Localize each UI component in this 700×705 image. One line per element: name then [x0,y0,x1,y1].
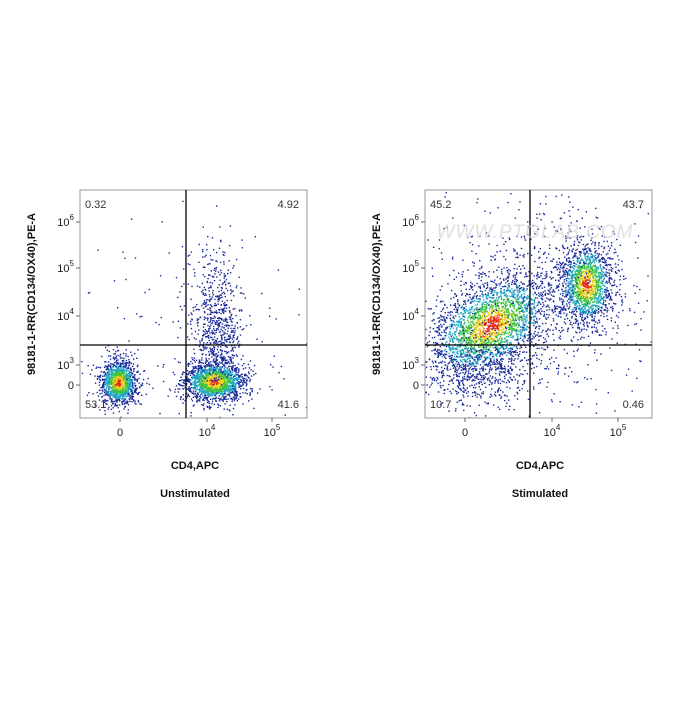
tick-base: 10 [57,263,69,275]
y-axis-label: 98181-1-RR(CD134/OX40),PE-A [371,213,383,375]
tick-base: 10 [610,427,622,439]
tick-exponent: 5 [70,259,75,268]
y-tick-label: 103 [57,356,74,372]
y-tick-label: 0 [68,380,74,392]
tick-base: 10 [57,217,69,229]
tick-base: 10 [57,360,69,372]
event-cloud [71,201,400,513]
tick-base: 0 [413,380,419,392]
y-tick-label: 104 [57,307,74,323]
y-tick-label: 106 [402,213,419,229]
tick-exponent: 4 [415,307,420,316]
x-tick-label: 104 [544,423,561,439]
tick-base: 10 [402,311,414,323]
tick-exponent: 5 [276,423,281,432]
x-tick-label: 105 [264,423,281,439]
tick-base: 10 [57,311,69,323]
tick-base: 10 [402,217,414,229]
x-axis-label: CD4,APC [516,460,564,472]
tick-exponent: 4 [70,307,75,316]
x-tick-label: 104 [199,423,216,439]
tick-exponent: 6 [70,213,75,222]
tick-exponent: 4 [556,423,561,432]
quadrant-value: 0.46 [623,399,644,411]
tick-exponent: 5 [415,259,420,268]
y-tick-label: 0 [413,380,419,392]
x-tick-label: 105 [610,423,627,439]
x-axis-label: CD4,APC [171,460,219,472]
quadrant-value: 0.32 [85,199,106,211]
tick-exponent: 6 [415,213,420,222]
tick-exponent: 3 [70,356,75,365]
quadrant-value: 41.6 [278,399,299,411]
tick-exponent: 4 [211,423,216,432]
quadrant-value: 53.1 [85,399,106,411]
quadrant-value: 10.7 [430,399,451,411]
tick-base: 10 [199,427,211,439]
panel-title: Unstimulated [160,488,230,500]
tick-exponent: 3 [415,356,420,365]
tick-base: 10 [402,360,414,372]
y-tick-label: 104 [402,307,419,323]
panel-title: Stimulated [512,488,568,500]
tick-exponent: 5 [622,423,627,432]
tick-base: 10 [264,427,276,439]
quadrant-value: 45.2 [430,199,451,211]
tick-base: 0 [68,380,74,392]
tick-base: 10 [544,427,556,439]
tick-base: 0 [117,427,123,439]
y-tick-label: 105 [57,259,74,275]
tick-base: 0 [462,427,468,439]
y-tick-label: 106 [57,213,74,229]
quadrant-value: 4.92 [278,199,299,211]
quadrant-value: 43.7 [623,199,644,211]
y-axis-label: 98181-1-RR(CD134/OX40),PE-A [26,213,38,375]
y-tick-label: 103 [402,356,419,372]
x-tick-label: 0 [117,427,123,439]
x-tick-label: 0 [462,427,468,439]
watermark: WWW.PTGLAB.COM [437,222,634,243]
tick-base: 10 [402,263,414,275]
y-tick-label: 105 [402,259,419,275]
